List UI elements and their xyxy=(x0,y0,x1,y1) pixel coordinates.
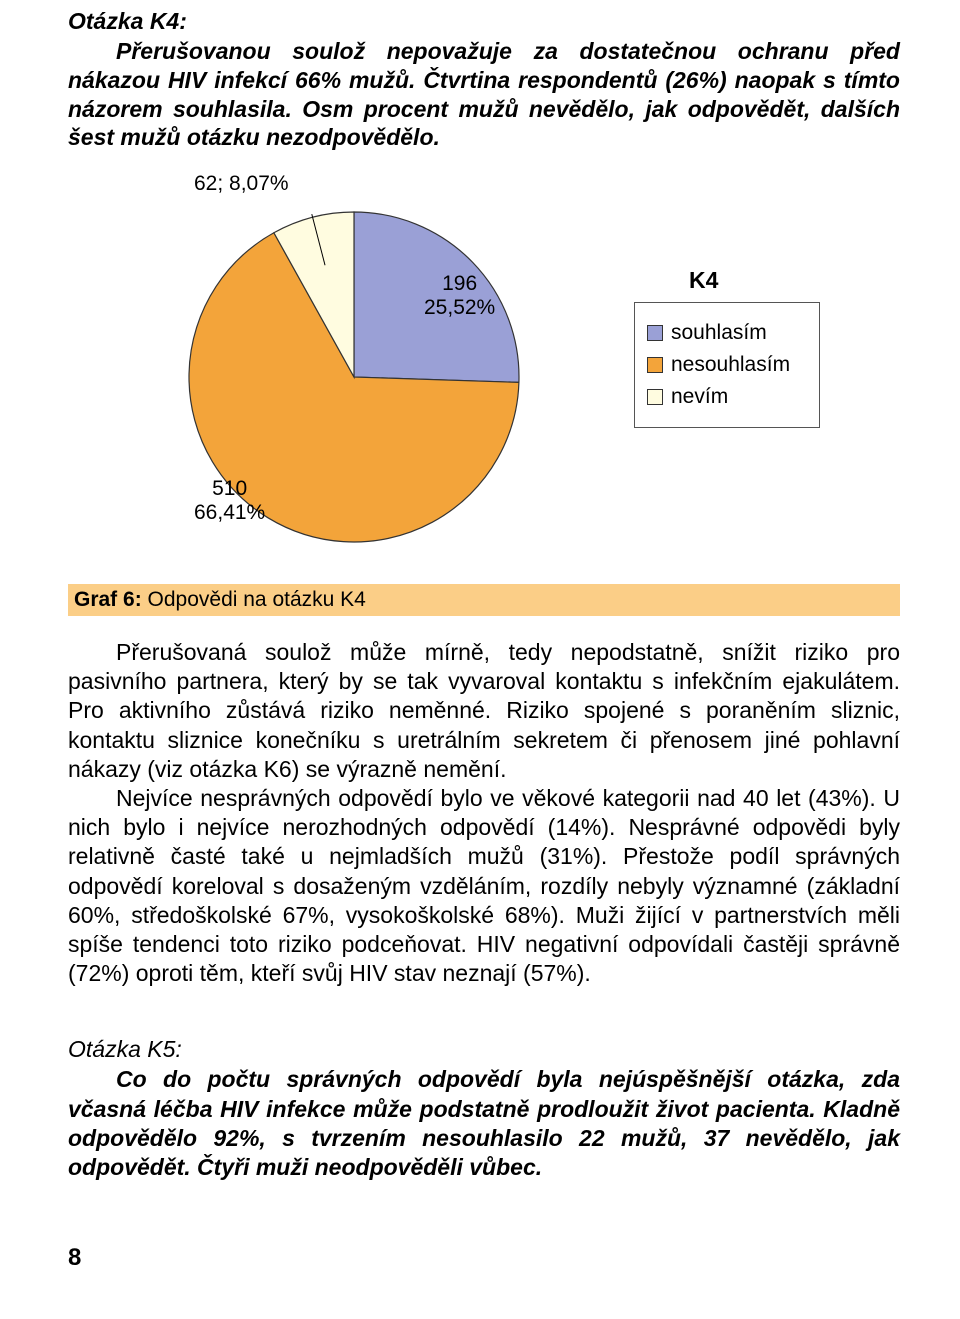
question-heading-k4: Otázka K4: xyxy=(68,8,900,35)
legend-swatch-nesouhlasim xyxy=(647,357,663,373)
slice-count-souhlasim: 196 xyxy=(442,272,477,295)
figure-caption-rest: Odpovědi na otázku K4 xyxy=(142,588,366,611)
question-intro-k5: Co do počtu správných odpovědí byla nejú… xyxy=(68,1065,900,1182)
slice-label-souhlasim: 196 25,52% xyxy=(424,272,495,320)
legend-item-nevim: nevím xyxy=(647,385,807,409)
chart-area: 62; 8,07% 196 25,52% 510 66,41% K4 souhl… xyxy=(114,172,854,572)
legend-item-nesouhlasim: nesouhlasím xyxy=(647,353,807,377)
body-paragraph-2: Nejvíce nesprávných odpovědí bylo ve věk… xyxy=(68,784,900,988)
legend-title: K4 xyxy=(689,267,820,294)
page-number: 8 xyxy=(68,1244,900,1272)
question-heading-k5: Otázka K5: xyxy=(68,1036,900,1063)
legend-item-souhlasim: souhlasím xyxy=(647,321,807,345)
slice-label-nevim: 62; 8,07% xyxy=(194,172,289,196)
legend-box: souhlasím nesouhlasím nevím xyxy=(634,302,820,428)
legend-label-nesouhlasim: nesouhlasím xyxy=(671,353,790,377)
legend-swatch-nevim xyxy=(647,389,663,405)
legend-label-souhlasim: souhlasím xyxy=(671,321,767,345)
legend-swatch-souhlasim xyxy=(647,325,663,341)
body-paragraph-1: Přerušovaná soulož může mírně, tedy nepo… xyxy=(68,638,900,784)
slice-label-nesouhlasim: 510 66,41% xyxy=(194,477,265,525)
slice-pct-nesouhlasim: 66,41% xyxy=(194,501,265,524)
slice-label-nevim-text: 62; 8,07% xyxy=(194,172,289,195)
figure-caption-bold: Graf 6: xyxy=(74,588,142,611)
legend-label-nevim: nevím xyxy=(671,385,728,409)
figure-caption-bar: Graf 6: Odpovědi na otázku K4 xyxy=(68,584,900,616)
slice-pct-souhlasim: 25,52% xyxy=(424,296,495,319)
legend: K4 souhlasím nesouhlasím nevím xyxy=(634,267,820,428)
slice-count-nesouhlasim: 510 xyxy=(212,477,247,500)
question-intro-k4: Přerušovanou soulož nepovažuje za dostat… xyxy=(68,37,900,152)
